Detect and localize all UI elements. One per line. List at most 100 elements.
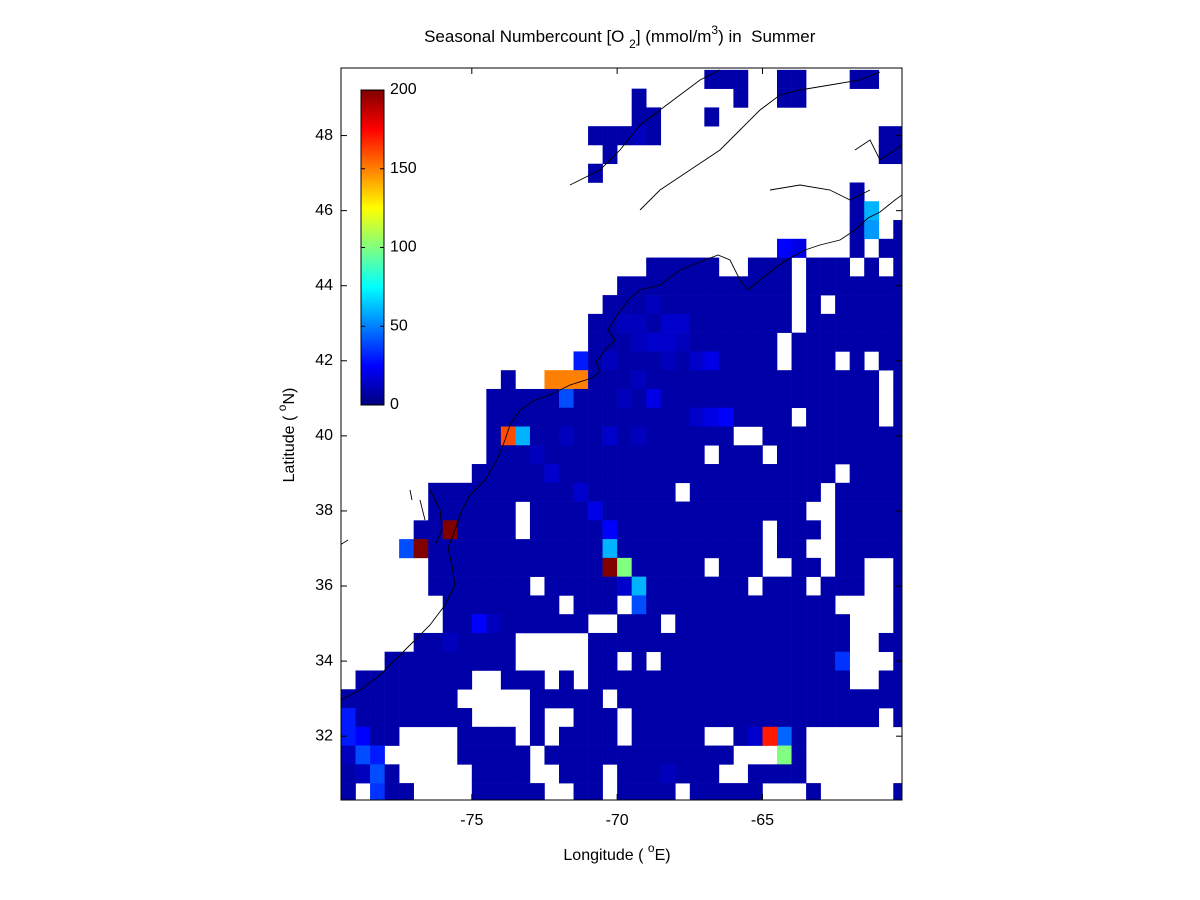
cell	[559, 426, 574, 446]
cell	[689, 576, 705, 596]
cell	[806, 614, 821, 634]
cell	[399, 689, 414, 709]
cell	[515, 539, 531, 559]
cell	[544, 464, 560, 484]
cell	[660, 539, 676, 559]
cell	[646, 426, 662, 446]
cell	[675, 520, 691, 540]
cell	[617, 557, 632, 577]
cell	[370, 689, 385, 709]
cell	[864, 370, 880, 390]
cell	[573, 370, 589, 390]
cell	[791, 351, 807, 371]
cell	[631, 783, 647, 800]
cell	[500, 670, 516, 690]
cell	[544, 614, 560, 634]
cell	[559, 445, 574, 465]
cell	[486, 595, 502, 615]
cell	[689, 539, 705, 559]
x-axis-label: Longitude ( oE)	[563, 841, 670, 864]
cell	[457, 539, 473, 559]
cell	[675, 445, 691, 465]
cell	[413, 689, 429, 709]
cell	[602, 332, 618, 352]
cell	[559, 576, 574, 596]
cell	[849, 708, 865, 728]
cell	[747, 295, 763, 315]
cell	[602, 126, 618, 146]
label-sup: o	[648, 841, 655, 855]
cell	[370, 708, 385, 728]
cell	[806, 557, 821, 577]
cell	[544, 445, 560, 465]
cell	[718, 520, 734, 540]
cell	[835, 370, 850, 390]
cell	[442, 632, 458, 653]
cell	[500, 370, 516, 390]
cell	[588, 313, 603, 333]
cell	[602, 313, 618, 333]
cell	[646, 313, 662, 333]
cell	[573, 557, 589, 577]
cell	[486, 576, 502, 596]
cell	[588, 501, 603, 521]
cell	[675, 745, 691, 765]
cell	[747, 257, 763, 277]
cell	[718, 576, 734, 596]
cell	[849, 445, 865, 465]
cell	[544, 482, 560, 502]
cell	[631, 370, 647, 390]
cell	[718, 614, 734, 634]
cell	[820, 351, 836, 371]
x-tick-label: -75	[460, 812, 483, 829]
cell	[559, 614, 574, 634]
axes: -75 -70 -65 32 34 36 38 40 42 44 46 48	[315, 67, 903, 829]
title-part: Seasonal Numbercount [O	[424, 27, 629, 46]
cell	[689, 257, 705, 277]
cell	[617, 539, 632, 559]
cell	[588, 445, 603, 465]
cell	[747, 313, 763, 333]
cell	[893, 708, 902, 728]
cell	[602, 407, 618, 427]
cell	[893, 332, 902, 352]
cell	[471, 726, 487, 746]
cell	[675, 370, 691, 390]
cell	[791, 426, 807, 446]
cell	[588, 332, 603, 352]
cell	[573, 426, 589, 446]
cell	[544, 689, 560, 709]
cell	[442, 708, 458, 728]
cell	[718, 426, 734, 446]
cell	[718, 632, 734, 653]
cell	[806, 708, 821, 728]
cell	[602, 426, 618, 446]
cell	[878, 126, 894, 146]
cell	[471, 595, 487, 615]
cell	[777, 407, 792, 427]
cell	[617, 332, 632, 352]
cell	[457, 632, 473, 653]
cell	[878, 295, 894, 315]
cell	[573, 614, 589, 634]
cell	[486, 539, 502, 559]
label-sup: o	[275, 404, 289, 411]
cell	[399, 670, 414, 690]
cell	[777, 689, 792, 709]
cell	[544, 407, 560, 427]
cell	[442, 539, 458, 559]
cell	[718, 745, 734, 765]
cell	[602, 726, 618, 746]
cell	[341, 708, 356, 728]
cell	[602, 501, 618, 521]
cell	[718, 708, 734, 728]
cell	[864, 69, 880, 89]
cell	[646, 745, 662, 765]
cell	[675, 332, 691, 352]
cell	[602, 464, 618, 484]
cell	[573, 501, 589, 521]
cell	[428, 670, 444, 690]
cell	[544, 557, 560, 577]
cell	[675, 276, 691, 296]
cell	[529, 783, 545, 800]
